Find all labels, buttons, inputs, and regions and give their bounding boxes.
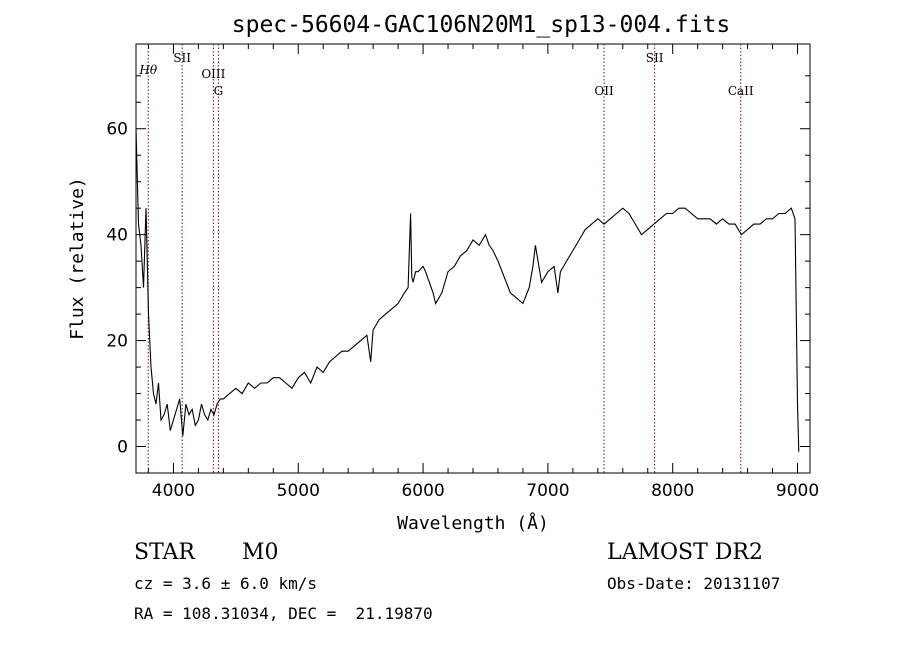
spectral-line-label: OIII [201, 67, 225, 81]
observation-date: Obs-Date: 20131107 [607, 574, 781, 593]
object-type: STAR [134, 540, 195, 565]
spectral-line-label: SII [646, 51, 664, 65]
y-tick-label: 20 [106, 332, 128, 352]
coordinates: RA = 108.31034, DEC = 21.19870 [134, 604, 433, 623]
x-tick-label: 6000 [401, 481, 444, 501]
spectrum-line [136, 128, 800, 452]
chart-title: spec-56604-GAC106N20M1_sp13-004.fits [232, 12, 731, 38]
spectral-line-label: OII [594, 84, 614, 98]
y-tick-label: 40 [106, 226, 128, 246]
y-tick-label: 60 [106, 120, 128, 140]
x-tick-label: 9000 [776, 481, 819, 501]
spectral-line-label: CaII [728, 84, 754, 98]
x-tick-label: 8000 [651, 481, 694, 501]
plot-frame [135, 43, 811, 474]
spectral-line-label: SII [173, 51, 191, 65]
y-axis-label: Flux (relative) [67, 177, 88, 340]
y-tick-label: 0 [117, 438, 128, 458]
spectral-line-label: G [214, 84, 224, 98]
x-tick-label: 5000 [277, 481, 320, 501]
survey-name: LAMOST DR2 [607, 540, 763, 565]
redshift-velocity: cz = 3.6 ± 6.0 km/s [134, 574, 318, 593]
spectral-subclass: M0 [242, 540, 279, 565]
spectral-line-label: Hθ [138, 63, 157, 77]
x-tick-label: 7000 [526, 481, 569, 501]
x-tick-label: 4000 [152, 481, 195, 501]
x-axis-label: Wavelength (Å) [397, 512, 549, 534]
